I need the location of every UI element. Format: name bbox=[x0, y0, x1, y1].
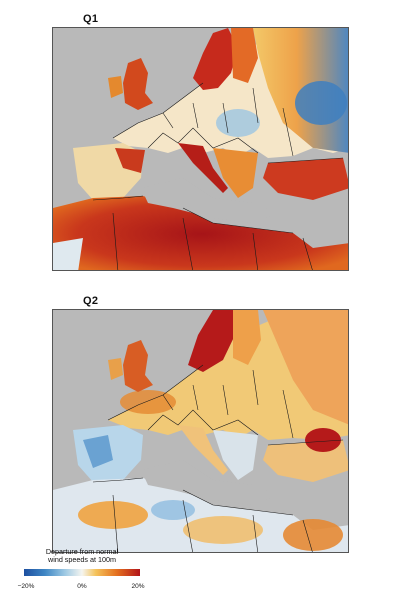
q1-title: Q1 bbox=[83, 13, 99, 25]
q1-ireland bbox=[108, 76, 123, 98]
q2-map-svg bbox=[53, 310, 348, 552]
legend-title-line1: Departure from normal bbox=[45, 547, 119, 556]
q2-britain bbox=[123, 340, 153, 392]
q1-map-svg bbox=[53, 28, 348, 270]
q2-borders bbox=[92, 364, 344, 552]
q1-turkey bbox=[263, 158, 348, 200]
legend-tick-zero: 0% bbox=[77, 583, 87, 590]
q1-scandinavia bbox=[193, 28, 238, 90]
q2-north-africa bbox=[53, 478, 348, 552]
legend-tick-max: 20% bbox=[131, 583, 145, 590]
q1-britain bbox=[123, 58, 153, 110]
q2-wind-map bbox=[52, 309, 349, 553]
q2-mediterranean bbox=[141, 460, 278, 505]
q1-wind-map bbox=[52, 27, 349, 271]
q2-title: Q2 bbox=[83, 295, 99, 307]
q1-balkans bbox=[213, 148, 258, 198]
q1-north-africa bbox=[53, 196, 348, 270]
q2-italy bbox=[178, 425, 228, 475]
q2-caucasus-hotspot bbox=[305, 428, 341, 452]
legend-title-line2: wind speeds at 100m bbox=[48, 555, 116, 565]
legend-color-bar bbox=[24, 569, 140, 576]
q2-ireland bbox=[108, 358, 123, 380]
q2-scandinavia bbox=[188, 310, 235, 372]
q2-east-region bbox=[263, 310, 348, 425]
color-legend: Departure from normal wind speeds at 100… bbox=[18, 547, 145, 598]
q1-borders bbox=[92, 82, 344, 270]
legend-title: Departure from normal wind speeds at 100… bbox=[22, 547, 142, 565]
legend-tick-min: −20% bbox=[17, 583, 35, 590]
q1-blue-patch bbox=[295, 81, 347, 125]
q2-balkans bbox=[213, 430, 258, 480]
q1-italy bbox=[178, 143, 228, 193]
q1-mediterranean bbox=[141, 178, 278, 223]
